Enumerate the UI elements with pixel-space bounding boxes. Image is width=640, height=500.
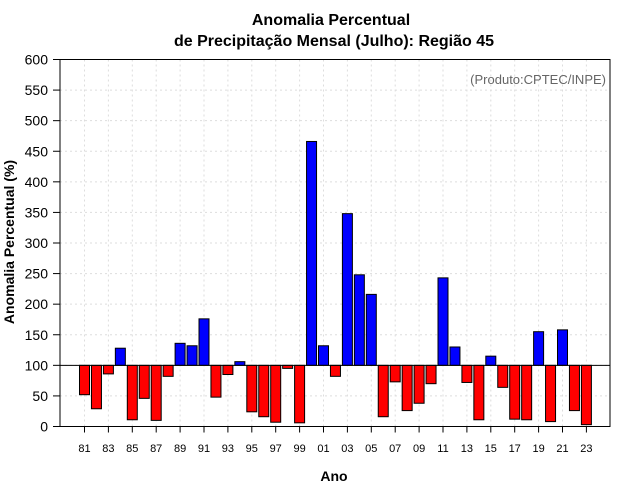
bar-99 xyxy=(294,364,306,424)
bar-83 xyxy=(102,364,114,375)
bar-23 xyxy=(580,364,592,426)
y-tick-label: 150 xyxy=(25,327,49,343)
bar-85 xyxy=(126,364,138,421)
x-tick-label: 85 xyxy=(126,443,138,455)
bar-04 xyxy=(353,274,365,366)
x-tick-label: 99 xyxy=(293,443,305,455)
bar-14 xyxy=(473,364,485,421)
bar-11 xyxy=(437,277,449,366)
x-tick-label: 97 xyxy=(270,443,282,455)
x-tick-label: 81 xyxy=(78,443,90,455)
bar-97 xyxy=(270,364,282,423)
y-tick-label: 550 xyxy=(25,82,49,98)
y-tick-label: 400 xyxy=(25,174,49,190)
x-tick-label: 93 xyxy=(222,443,234,455)
x-tick-label: 13 xyxy=(461,443,473,455)
bar-86 xyxy=(138,364,150,399)
bar-95 xyxy=(246,364,258,413)
x-tick-label: 01 xyxy=(317,443,329,455)
bar-07 xyxy=(389,364,401,383)
x-tick-label: 87 xyxy=(150,443,162,455)
source-note: (Produto:CPTEC/INPE) xyxy=(470,72,606,87)
bar-81 xyxy=(79,364,90,396)
y-tick-label: 350 xyxy=(25,204,49,220)
x-tick-label: 89 xyxy=(174,443,186,455)
bar-12 xyxy=(449,346,461,366)
bar-91 xyxy=(198,318,210,366)
x-tick-label: 19 xyxy=(532,443,544,455)
bar-88 xyxy=(162,364,174,377)
x-tick-label: 91 xyxy=(198,443,210,455)
bar-02 xyxy=(329,364,341,377)
x-tick-label: 15 xyxy=(485,443,497,455)
chart-title-line2: de Precipitação Mensal (Julho): Região 4… xyxy=(174,33,494,50)
bar-21 xyxy=(557,329,568,366)
bar-16 xyxy=(497,364,509,388)
bar-13 xyxy=(461,364,473,383)
bar-20 xyxy=(545,364,557,423)
bar-96 xyxy=(258,364,270,418)
y-tick-label: 50 xyxy=(32,388,48,404)
x-axis: 81 83 85 87 89 91 93 95 97 99 01 03 05 07 09 11 13 15 17 19… xyxy=(78,426,593,455)
bar-03 xyxy=(341,213,353,366)
x-tick-label: 07 xyxy=(389,443,401,455)
y-axis: 0 50 100 150 200 250 300 350 400 450 500 550 600 xyxy=(25,52,60,435)
y-tick-label: 0 xyxy=(40,419,48,435)
x-tick-label: 95 xyxy=(246,443,258,455)
x-tick-label: 11 xyxy=(437,443,448,455)
x-tick-label: 03 xyxy=(341,443,353,455)
bar-89 xyxy=(174,342,186,366)
bar-94 xyxy=(234,361,246,366)
bar-18 xyxy=(521,364,533,421)
y-tick-label: 200 xyxy=(25,296,49,312)
chart-title-line1: Anomalia Percentual xyxy=(252,12,410,29)
bar-93 xyxy=(222,364,234,376)
x-tick-label: 23 xyxy=(580,443,592,455)
bar-17 xyxy=(509,364,521,420)
bars xyxy=(79,140,592,426)
bar-10 xyxy=(425,364,437,385)
bar-09 xyxy=(413,364,425,404)
bar-82 xyxy=(90,364,102,410)
y-tick-label: 500 xyxy=(25,113,49,129)
x-tick-label: 05 xyxy=(365,443,377,455)
bar-87 xyxy=(150,364,162,421)
bar-90 xyxy=(186,345,198,366)
y-axis-label: Anomalia Percentual (%) xyxy=(1,160,17,324)
y-tick-label: 250 xyxy=(25,266,49,282)
x-tick-label: 09 xyxy=(413,443,425,455)
bar-84 xyxy=(114,347,126,366)
y-tick-label: 600 xyxy=(25,52,49,68)
bar-05 xyxy=(365,293,377,366)
bar-19 xyxy=(533,331,545,366)
y-tick-label: 100 xyxy=(25,357,49,373)
bar-92 xyxy=(210,364,222,398)
bar-08 xyxy=(401,364,413,412)
y-tick-label: 300 xyxy=(25,235,49,251)
bar-15 xyxy=(485,355,497,366)
x-axis-label: Ano xyxy=(320,468,347,484)
bar-00 xyxy=(306,140,318,366)
y-tick-label: 450 xyxy=(25,143,49,159)
bar-01 xyxy=(318,345,329,366)
x-tick-label: 21 xyxy=(556,443,568,455)
x-tick-label: 17 xyxy=(509,443,521,455)
bar-06 xyxy=(377,364,389,418)
bar-22 xyxy=(568,364,580,412)
x-tick-label: 83 xyxy=(102,443,114,455)
